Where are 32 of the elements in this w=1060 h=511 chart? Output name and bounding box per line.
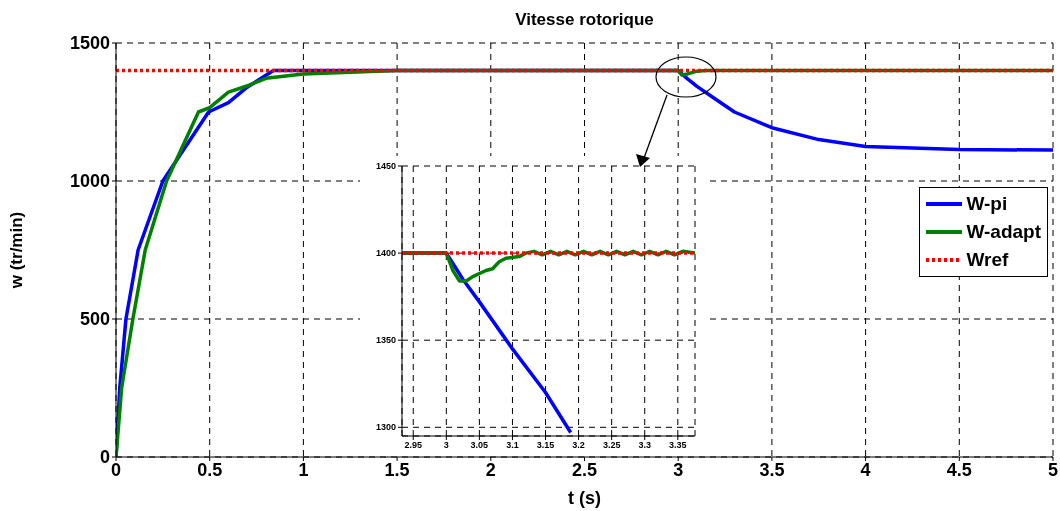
x-tick-label: 3.5 bbox=[759, 459, 785, 480]
x-tick-label: 5 bbox=[1047, 459, 1059, 480]
x-tick-label: 2 bbox=[485, 459, 496, 480]
y-axis-title: w (tr/min) bbox=[7, 211, 27, 290]
x-tick-label: 4 bbox=[860, 459, 871, 480]
x-tick-label: 3.35 bbox=[669, 440, 687, 451]
x-tick-label: 1.5 bbox=[384, 459, 410, 480]
chart-title: Vitesse rotorique bbox=[514, 10, 655, 30]
x-tick-label: 3.05 bbox=[470, 440, 489, 451]
x-tick-label: 3.15 bbox=[536, 440, 555, 451]
legend-label: Wref bbox=[966, 248, 1009, 272]
y-tick-label: 1400 bbox=[375, 248, 396, 259]
x-tick-label: 0.5 bbox=[197, 459, 223, 480]
y-tick-label: 1000 bbox=[69, 171, 110, 192]
x-tick-label: 3.1 bbox=[506, 440, 519, 451]
x-tick-label: 3.3 bbox=[638, 440, 651, 451]
x-tick-label: 3.2 bbox=[572, 440, 585, 451]
y-tick-label: 1300 bbox=[375, 422, 396, 433]
x-tick-label: 2.95 bbox=[404, 440, 423, 451]
y-tick-label: 1450 bbox=[375, 161, 396, 172]
y-tick-label: 500 bbox=[79, 309, 110, 330]
legend-label: W-adapt bbox=[966, 220, 1041, 244]
y-tick-label: 1500 bbox=[69, 33, 110, 54]
x-tick-label: 2.5 bbox=[571, 459, 598, 480]
x-tick-label: 3 bbox=[443, 440, 449, 451]
x-axis-title: t (s) bbox=[568, 488, 601, 508]
x-tick-label: 3.25 bbox=[602, 440, 621, 451]
y-tick-label: 1350 bbox=[375, 335, 396, 346]
x-tick-label: 4.5 bbox=[946, 459, 972, 480]
x-tick-label: 1 bbox=[298, 459, 309, 480]
x-tick-label: 3 bbox=[673, 459, 684, 480]
legend-label: W-pi bbox=[966, 192, 1008, 216]
